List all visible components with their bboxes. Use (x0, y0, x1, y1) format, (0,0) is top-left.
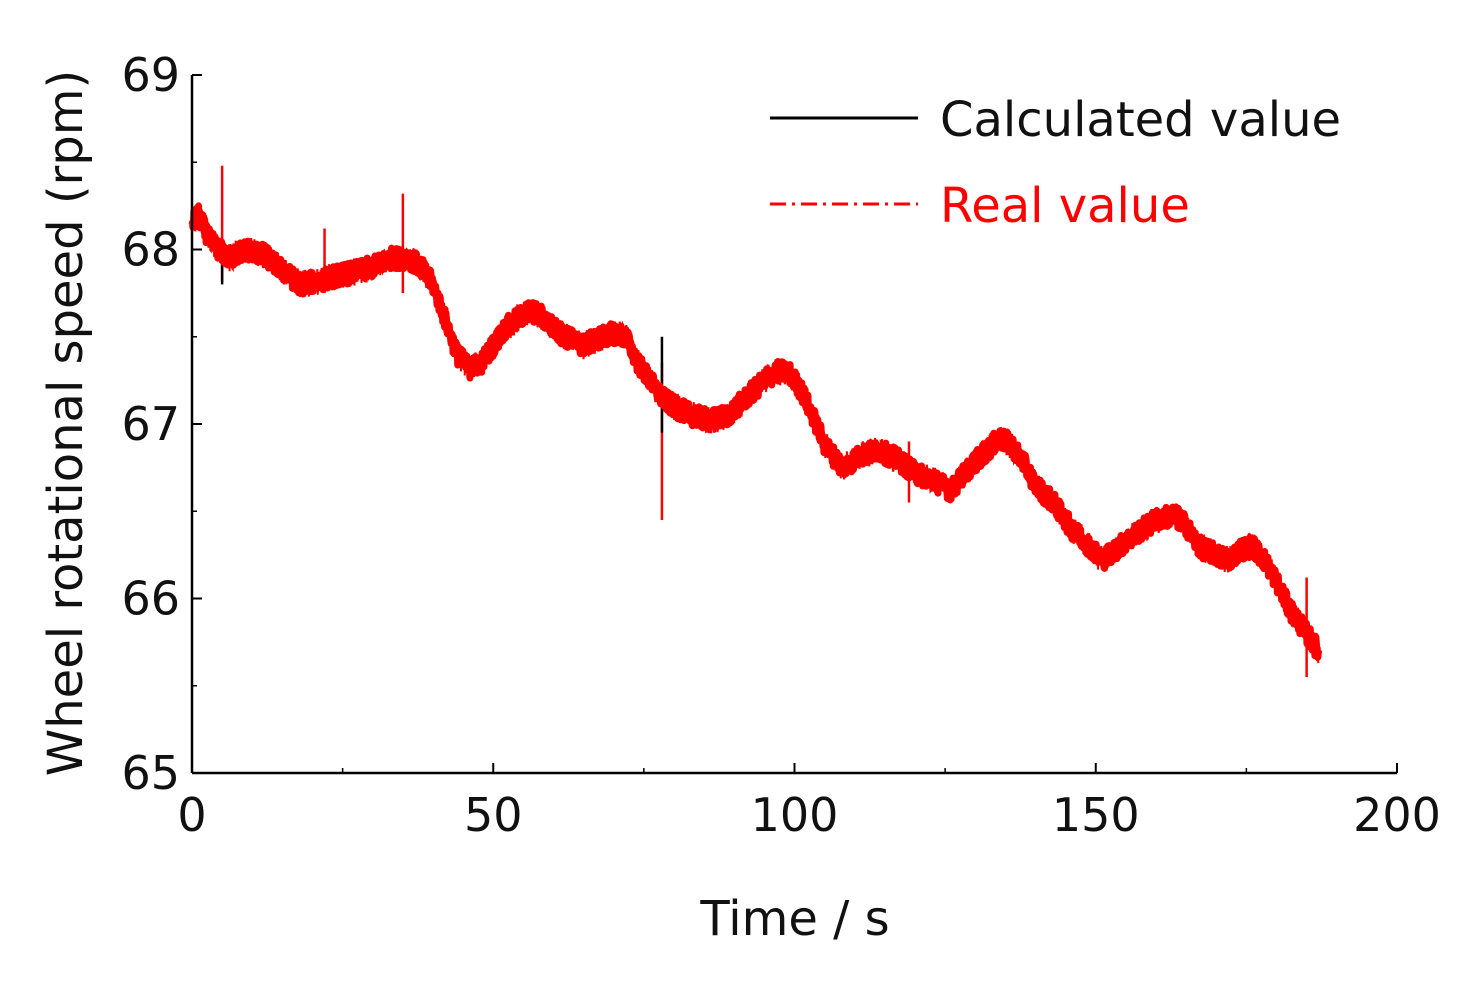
y-tick-label: 68 (121, 223, 180, 277)
legend-label-real: Real value (940, 178, 1190, 234)
y-tick-label: 66 (121, 572, 180, 626)
y-tick-label: 69 (121, 48, 180, 102)
plot-traces (188, 165, 1323, 678)
x-axis-title: Time / s (699, 891, 889, 947)
tick-labels: 65 66 67 68 69 0 50 100 150 200 (121, 48, 1440, 842)
x-tick-label: 50 (464, 788, 523, 842)
y-tick-label: 67 (121, 397, 180, 451)
series-real-noise (191, 202, 1320, 664)
x-tick-label: 150 (1052, 788, 1140, 842)
x-tick-label: 200 (1353, 788, 1441, 842)
y-tick-label: 65 (121, 746, 180, 800)
legend-label-calculated: Calculated value (940, 92, 1341, 148)
legend: Calculated value Real value (770, 92, 1341, 234)
y-axis-title: Wheel rotational speed (rpm) (38, 70, 94, 776)
x-tick-label: 0 (177, 788, 206, 842)
axes (190, 74, 1398, 775)
x-tick-label: 100 (751, 788, 839, 842)
